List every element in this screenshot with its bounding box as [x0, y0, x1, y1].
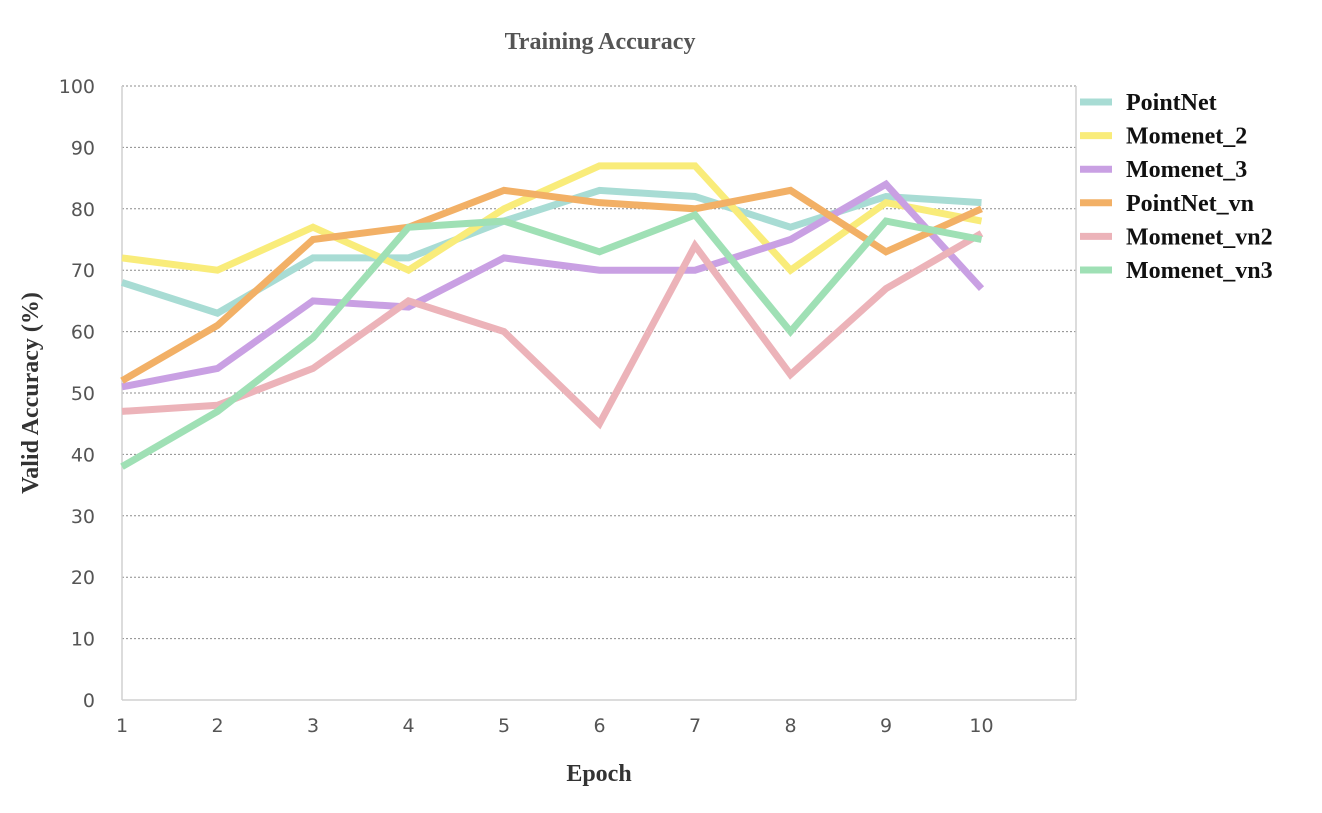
series-line-momenet-3: [121, 179, 985, 391]
x-tick-label: 3: [307, 715, 319, 737]
series-line-pointnet-vn: [120, 186, 983, 384]
legend-item-momenet-vn3: Momenet_vn3: [1080, 258, 1273, 284]
y-tick-label: 50: [71, 383, 95, 405]
x-tick-label: 7: [689, 715, 701, 737]
legend-item-pointnet-vn: PointNet_vn: [1080, 191, 1254, 217]
y-tick-label: 30: [71, 506, 95, 528]
legend-label: Momenet_vn3: [1126, 258, 1273, 284]
y-tick-label: 90: [71, 137, 95, 159]
y-axis-title: Valid Accuracy (%): [18, 292, 44, 494]
y-tick-label: 70: [71, 260, 95, 282]
x-tick-label: 2: [211, 715, 223, 737]
series-line-momenet-vn2: [121, 230, 984, 430]
x-tick-label: 5: [498, 715, 510, 737]
y-tick-label: 100: [59, 76, 95, 98]
series-lines: [120, 162, 985, 470]
y-tick-label: 80: [71, 199, 95, 221]
x-tick-label: 1: [116, 715, 128, 737]
x-tick-label: 10: [969, 715, 993, 737]
legend-label: Momenet_2: [1126, 124, 1247, 150]
legend-label: PointNet_vn: [1126, 191, 1254, 217]
y-tick-label: 40: [71, 444, 95, 466]
x-tick-label: 6: [593, 715, 605, 737]
legend-item-momenet-2: Momenet_2: [1080, 124, 1247, 150]
legend-label: PointNet: [1126, 90, 1217, 116]
legend-label: Momenet_3: [1126, 157, 1247, 183]
axes: 0 10 20 30 40 50 60 70 80 90 100 1 2 3 4 5 6 7 8 9 10: [59, 76, 1077, 737]
y-tick-label: 20: [71, 567, 95, 589]
legend-item-pointnet: PointNet: [1080, 90, 1217, 116]
x-axis-title: Epoch: [566, 761, 631, 787]
chart-title: Training Accuracy: [505, 29, 696, 55]
x-tick-label: 4: [402, 715, 414, 737]
y-tick-label: 60: [71, 322, 95, 344]
x-tick-label: 8: [784, 715, 796, 737]
series-line-momenet-2: [121, 162, 983, 275]
legend-label: Momenet_vn2: [1126, 224, 1273, 250]
legend: PointNet Momenet_2 Momenet_3 PointNet_vn Mom…: [1080, 90, 1273, 284]
y-tick-label: 10: [71, 629, 95, 651]
x-tick-label: 9: [880, 715, 892, 737]
legend-item-momenet-vn2: Momenet_vn2: [1080, 224, 1273, 250]
y-tick-label: 0: [83, 690, 95, 712]
legend-item-momenet-3: Momenet_3: [1080, 157, 1247, 183]
series-line-momenet-vn3: [120, 210, 983, 470]
